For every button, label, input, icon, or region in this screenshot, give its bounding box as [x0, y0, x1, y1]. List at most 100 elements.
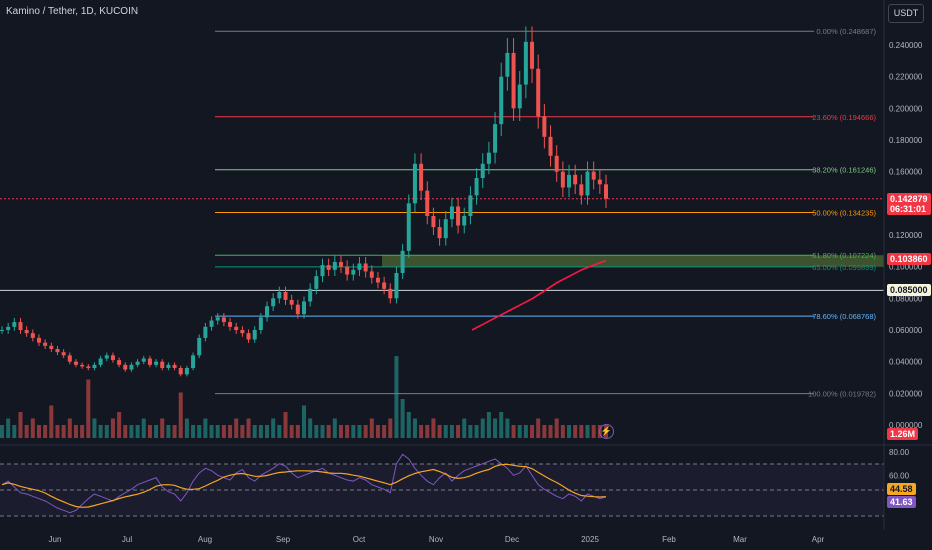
candle-body	[505, 52, 510, 77]
x-tick-label: Dec	[505, 535, 519, 544]
volume-bar	[129, 425, 134, 438]
volume-bar	[289, 425, 294, 438]
candle-body	[289, 299, 294, 305]
x-tick-label: Jun	[49, 535, 62, 544]
volume-bar	[530, 425, 535, 438]
x-tick-label: Oct	[353, 535, 366, 544]
candle-body	[221, 317, 226, 323]
volume-bar	[283, 412, 288, 438]
candle-body	[302, 301, 306, 315]
volume-bar	[221, 425, 226, 438]
volume-bar	[375, 425, 380, 438]
last-price-tag: 0.142879 06:31:01	[887, 193, 931, 215]
candle-body	[530, 41, 535, 69]
volume-bar	[567, 425, 572, 438]
support-price-tag: 0.085000	[887, 284, 931, 296]
candle-body	[80, 364, 85, 367]
fib-zone	[382, 255, 884, 267]
volume-bar	[172, 425, 177, 438]
candle-body	[36, 337, 41, 343]
volume-bar	[357, 425, 362, 438]
candle-body	[375, 277, 380, 283]
candle-body	[394, 273, 399, 299]
candle-body	[431, 216, 436, 228]
volume-bar	[326, 425, 331, 438]
volume-bar	[517, 425, 522, 438]
volume-bar	[67, 418, 72, 438]
candle-body	[388, 288, 393, 299]
candle-body	[456, 206, 461, 226]
candle-body	[567, 174, 572, 188]
candle-body	[604, 184, 608, 199]
currency-button[interactable]: USDT	[888, 4, 924, 23]
rsi-ma-tag: 44.58	[887, 483, 916, 495]
volume-bar	[141, 418, 146, 438]
volume-bar	[197, 425, 202, 438]
candle-body	[474, 178, 479, 196]
candle-body	[283, 292, 288, 300]
volume-bar	[12, 425, 17, 438]
candle-body	[61, 352, 66, 356]
candle-body	[135, 361, 140, 365]
candle-body	[265, 306, 270, 318]
candle-body	[597, 179, 602, 185]
volume-bar	[295, 425, 300, 438]
x-tick-label: Apr	[812, 535, 825, 544]
volume-bar	[437, 425, 442, 438]
rsi-line	[1, 453, 607, 514]
volume-bar	[554, 418, 559, 438]
candle-body	[92, 364, 97, 368]
candle-body	[184, 368, 189, 375]
volume-bar	[191, 425, 196, 438]
volume-bar	[228, 425, 233, 438]
volume-bar	[443, 425, 448, 438]
volume-bar	[0, 425, 4, 438]
volume-bar	[591, 425, 596, 438]
volume-bar	[456, 425, 461, 438]
candle-body	[104, 355, 109, 359]
y-tick-label: 0.020000	[889, 389, 923, 398]
candle-body	[308, 288, 313, 302]
volume-bar	[117, 412, 122, 438]
candle-body	[12, 322, 17, 327]
candle-body	[468, 195, 473, 216]
volume-bar	[166, 425, 171, 438]
volume-bar	[80, 425, 85, 438]
candle-body	[573, 174, 578, 185]
last-price: 0.142879	[890, 194, 928, 204]
rsi-tick-label: 60.00	[889, 471, 910, 480]
candle-body	[591, 171, 596, 180]
candle-body	[209, 320, 214, 327]
y-tick-label: 0.040000	[889, 358, 923, 367]
candle-body	[419, 163, 424, 191]
volume-bar	[573, 425, 578, 438]
volume-bar	[92, 418, 97, 438]
candle-body	[30, 333, 35, 338]
candle-body	[24, 330, 29, 334]
candle-body	[166, 364, 171, 368]
candle-body	[277, 292, 282, 299]
candle-body	[462, 216, 467, 226]
y-tick-label: 0.180000	[889, 136, 923, 145]
candle-body	[178, 368, 183, 375]
volume-bar	[394, 356, 399, 438]
volume-bar	[462, 418, 467, 438]
x-tick-label: Mar	[733, 535, 747, 544]
lightning-icon[interactable]: ⚡	[599, 424, 614, 439]
volume-bar	[314, 425, 319, 438]
volume-bar	[369, 418, 374, 438]
candle-body	[363, 263, 368, 272]
volume-bar	[523, 425, 528, 438]
candle-body	[49, 345, 54, 349]
candle-body	[579, 184, 584, 196]
fib-label: 65.00% (0.099899)	[812, 263, 876, 272]
symbol-title: Kamino / Tether, 1D, KUCOIN	[6, 6, 139, 17]
candle-body	[154, 361, 159, 365]
candle-body	[357, 263, 362, 270]
candle-body	[73, 361, 78, 365]
candle-body	[55, 349, 60, 353]
candle-body	[240, 330, 245, 334]
volume-bar	[363, 425, 368, 438]
candle-body	[320, 265, 325, 277]
